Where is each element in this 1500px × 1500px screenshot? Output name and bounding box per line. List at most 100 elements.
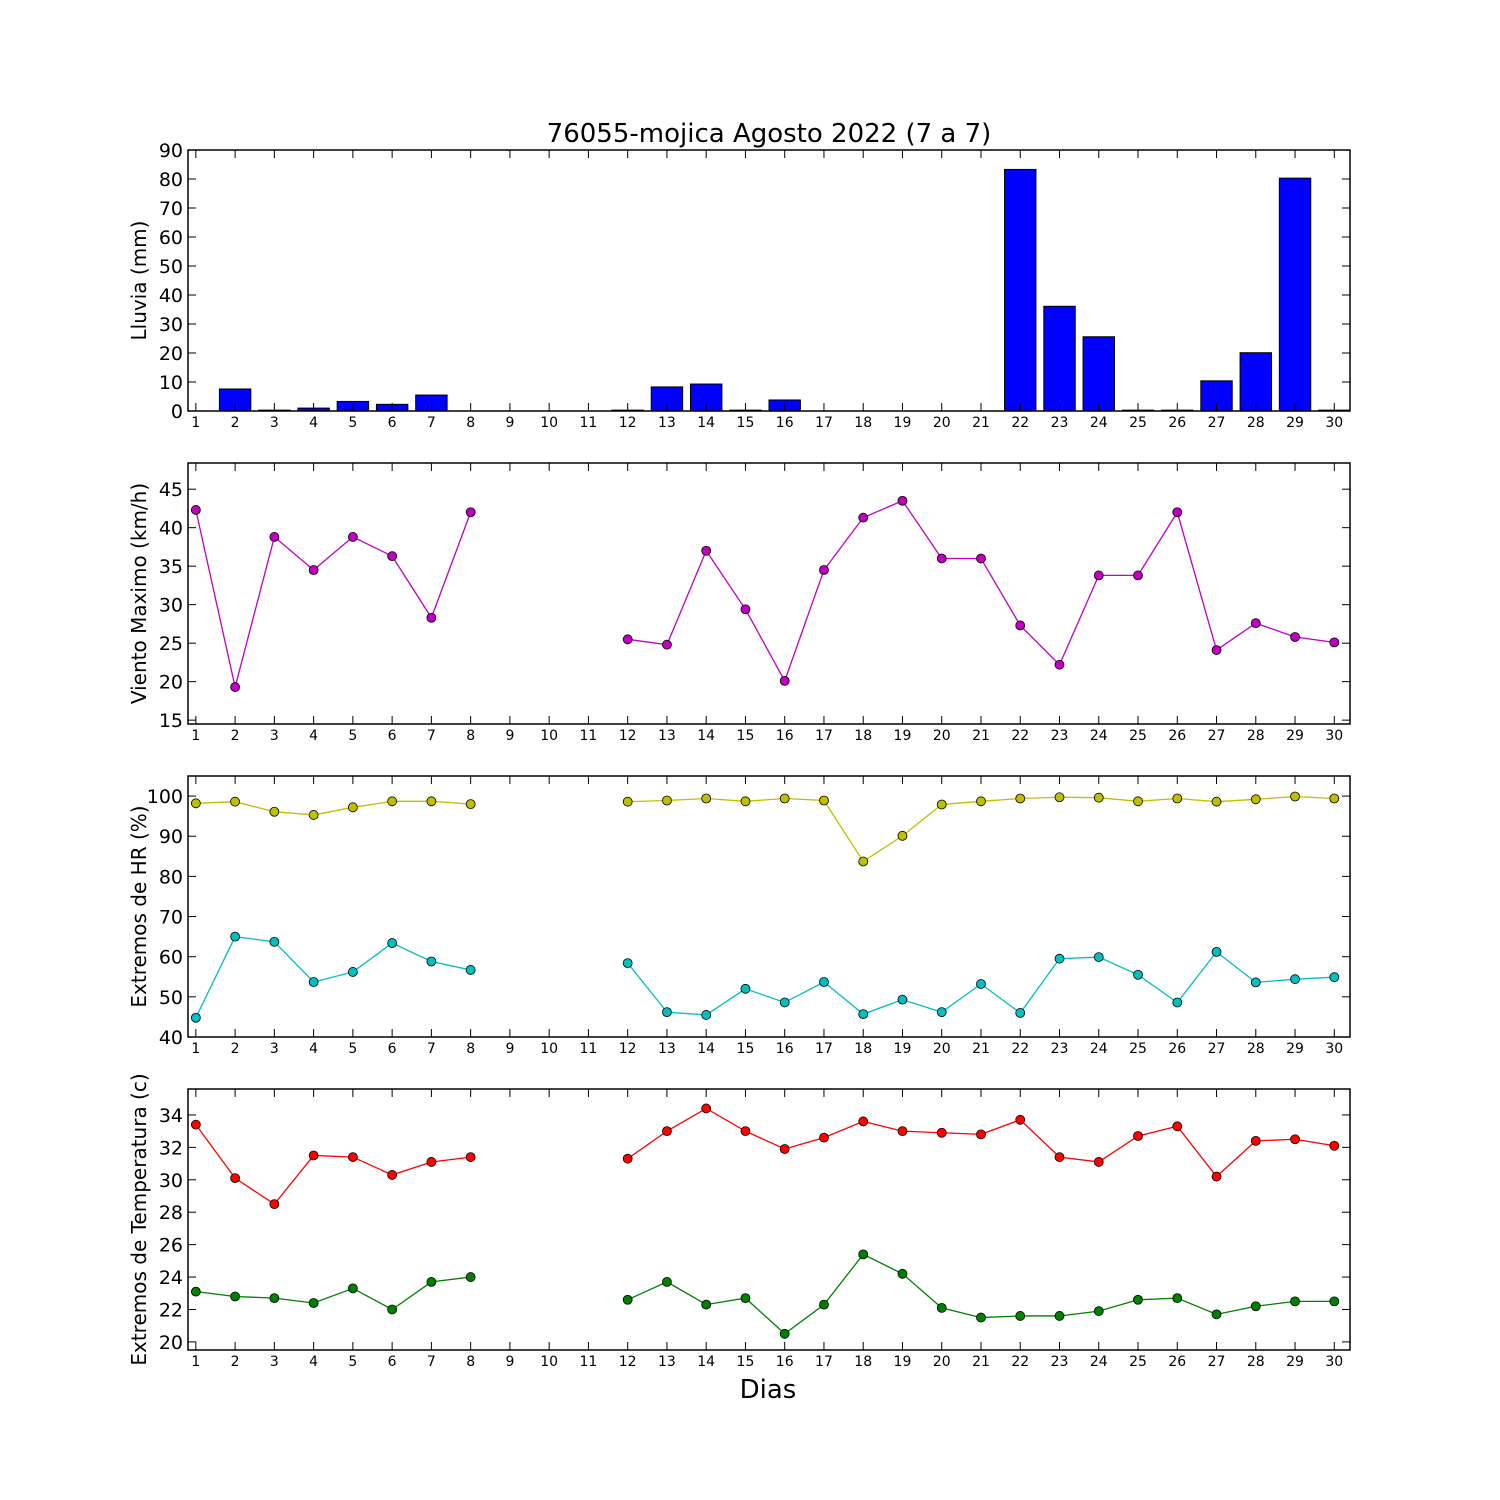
x-tick-label: 5 — [348, 1041, 357, 1057]
x-tick-label: 29 — [1286, 415, 1304, 431]
x-tick-label: 2 — [231, 1354, 240, 1370]
x-tick-label: 19 — [894, 1041, 912, 1057]
data-point — [1211, 946, 1222, 957]
data-point — [819, 1132, 829, 1143]
y-tick-label: 30 — [159, 1170, 183, 1192]
x-tick-label: 13 — [658, 1354, 676, 1370]
rain-bar — [1278, 177, 1312, 412]
data-point — [190, 505, 201, 515]
data-point — [1250, 1301, 1261, 1312]
x-tick-label: 23 — [1051, 415, 1069, 431]
data-point — [1211, 1171, 1222, 1182]
data-point — [1172, 1293, 1183, 1304]
x-tick-label: 7 — [427, 728, 436, 744]
data-point — [858, 1009, 869, 1020]
data-point — [976, 796, 986, 807]
x-tick-label: 20 — [933, 728, 951, 744]
y-tick-label: 20 — [159, 672, 183, 694]
data-point — [465, 799, 476, 810]
data-point — [347, 532, 358, 542]
y-tick-label: 25 — [159, 633, 183, 655]
data-point — [426, 612, 437, 623]
data-point — [230, 931, 241, 942]
x-axis-label: Dias — [740, 1375, 797, 1405]
x-tick-label: 2 — [231, 415, 240, 431]
data-point — [779, 1328, 790, 1339]
data-point — [701, 793, 712, 804]
x-tick-label: 18 — [854, 1354, 872, 1370]
data-point — [819, 565, 829, 575]
rain-bar — [1082, 336, 1115, 412]
data-point — [1211, 645, 1222, 655]
axes-frame — [187, 149, 1351, 412]
x-tick-label: 5 — [348, 1354, 357, 1370]
y-tick-label: 100 — [147, 786, 183, 808]
data-point — [779, 793, 790, 804]
data-point — [622, 634, 633, 645]
x-tick-label: 4 — [309, 1041, 318, 1057]
x-tick-label: 24 — [1090, 1354, 1108, 1370]
x-tick-label: 3 — [270, 1041, 279, 1057]
data-point — [1329, 637, 1340, 648]
x-tick-label: 5 — [348, 728, 357, 744]
data-point — [936, 553, 947, 564]
y-tick-label: 24 — [159, 1267, 183, 1289]
x-tick-label: 30 — [1325, 1354, 1343, 1370]
data-point — [858, 512, 869, 523]
data-point — [387, 551, 398, 562]
series-line — [195, 935, 471, 1019]
data-point — [936, 1302, 947, 1313]
x-tick-label: 1 — [191, 1041, 200, 1057]
data-point — [269, 532, 280, 542]
x-tick-label: 25 — [1129, 1354, 1147, 1370]
data-point — [1093, 792, 1104, 803]
y-axis-label: Lluvia (mm) — [127, 221, 151, 341]
x-tick-label: 28 — [1247, 728, 1265, 744]
x-tick-label: 12 — [619, 728, 637, 744]
data-point — [1250, 1135, 1261, 1146]
y-tick-label: 40 — [159, 1027, 183, 1049]
data-point — [1329, 1296, 1340, 1307]
x-tick-label: 9 — [505, 1041, 514, 1057]
x-tick-label: 19 — [894, 728, 912, 744]
data-point — [1054, 1152, 1065, 1162]
x-tick-label: 18 — [854, 415, 872, 431]
y-tick-label: 60 — [159, 227, 183, 249]
x-tick-label: 15 — [737, 1041, 755, 1057]
x-tick-label: 2 — [231, 728, 240, 744]
x-tick-label: 5 — [348, 415, 357, 431]
data-point — [662, 639, 672, 650]
x-tick-label: 16 — [776, 1354, 794, 1370]
x-tick-label: 24 — [1090, 415, 1108, 431]
data-point — [1172, 997, 1183, 1008]
x-tick-label: 16 — [776, 415, 794, 431]
x-tick-label: 9 — [505, 1354, 514, 1370]
data-point — [387, 1304, 398, 1315]
x-tick-label: 26 — [1168, 1354, 1186, 1370]
y-tick-label: 80 — [159, 169, 183, 191]
y-axis-label: Extremos de Temperatura (c) — [127, 1073, 151, 1365]
data-point — [1054, 953, 1065, 964]
data-point — [230, 682, 241, 692]
y-tick-label: 50 — [159, 256, 183, 278]
x-tick-label: 11 — [580, 1041, 598, 1057]
data-point — [1329, 793, 1340, 804]
data-point — [622, 1294, 633, 1305]
x-tick-label: 14 — [697, 415, 715, 431]
x-tick-label: 27 — [1208, 1041, 1226, 1057]
data-point — [308, 1298, 319, 1308]
x-tick-label: 20 — [933, 415, 951, 431]
data-point — [1250, 794, 1261, 805]
y-tick-label: 0 — [171, 401, 183, 423]
series-line — [195, 1276, 471, 1311]
data-point — [1015, 1311, 1026, 1321]
data-point — [426, 796, 437, 807]
data-point — [1054, 659, 1065, 670]
data-point — [1133, 570, 1143, 581]
x-tick-label: 23 — [1051, 1041, 1069, 1057]
x-tick-label: 3 — [270, 1354, 279, 1370]
x-tick-label: 18 — [854, 728, 872, 744]
x-tick-label: 1 — [191, 728, 200, 744]
data-point — [1290, 791, 1300, 802]
x-tick-label: 10 — [540, 1041, 558, 1057]
